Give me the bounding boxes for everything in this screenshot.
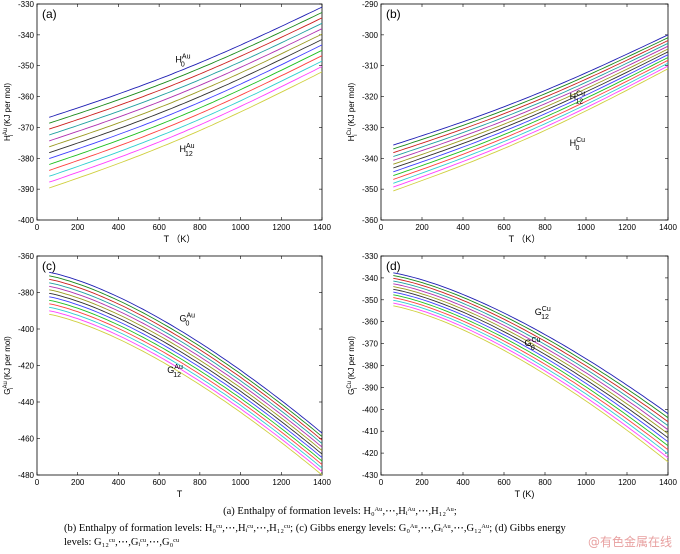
x-tick-label: 800	[538, 478, 552, 487]
x-axis-label: T （K）	[164, 234, 196, 244]
y-tick-label: -370	[18, 123, 35, 132]
caption-line-3: levels: G₁₂ᶜᵘ,⋯,Gᵢᶜᵘ,⋯,G₀ᶜᵘ	[64, 537, 179, 548]
y-tick-label: -310	[362, 62, 379, 71]
y-tick-label: -340	[362, 154, 379, 163]
x-tick-label: 1000	[232, 478, 250, 487]
y-tick-label: -460	[18, 435, 35, 444]
y-axis-label: HCui(KJ per mol)	[347, 82, 359, 141]
panel-label: (a)	[42, 7, 57, 21]
watermark: @有色金属在线	[588, 533, 672, 550]
x-tick-label: 1400	[313, 223, 331, 232]
y-axis-label: HAui(KJ per mol)	[3, 83, 15, 141]
x-tick-label: 600	[497, 223, 511, 232]
x-axis-label: T (K)	[515, 489, 535, 499]
x-tick-label: 0	[35, 223, 40, 232]
x-tick-label: 1400	[659, 478, 677, 487]
panel-label: (d)	[386, 259, 401, 273]
x-tick-label: 1200	[618, 478, 636, 487]
y-tick-label: -330	[18, 0, 35, 9]
y-tick-label: -290	[362, 0, 379, 9]
y-tick-label: -440	[18, 398, 35, 407]
x-tick-label: 400	[456, 223, 470, 232]
x-tick-label: 1000	[577, 478, 595, 487]
panel-b: 0 200 400 600 800 1000 1200 1400 -360 -350 -340 -33…	[347, 0, 677, 244]
y-tick-label: -340	[362, 274, 379, 283]
y-tick-label: -350	[362, 296, 379, 305]
y-tick-label: -400	[18, 216, 35, 225]
x-axis-label: T （K）	[509, 234, 541, 244]
y-tick-label: -350	[362, 185, 379, 194]
x-tick-label: 600	[152, 223, 166, 232]
caption-line-1: (a) Enthalpy of formation levels: H₀ᴬᵘ,⋯…	[223, 506, 457, 517]
y-tick-label: -390	[362, 383, 379, 392]
x-axis-label: T	[177, 489, 183, 499]
y-tick-label: -330	[362, 123, 379, 132]
x-tick-label: 1000	[577, 223, 595, 232]
x-tick-label: 1200	[272, 478, 290, 487]
panel-c: 0 200 400 600 800 1000 1200 1400 -480 -460 -440 -42…	[3, 252, 331, 499]
y-tick-label: -320	[362, 93, 379, 102]
y-tick-label: -360	[362, 318, 379, 327]
y-tick-label: -360	[18, 93, 35, 102]
panel-d: 0 200 400 600 800 1000 1200 1400 -430 -420 -410 -40…	[347, 252, 677, 499]
y-tick-label: -420	[362, 449, 379, 458]
caption-line-2: (b) Enthalpy of formation levels: H₀ᶜᵘ,⋯…	[64, 523, 566, 534]
x-tick-label: 200	[415, 478, 429, 487]
x-tick-label: 800	[538, 223, 552, 232]
y-tick-label: -400	[18, 325, 35, 334]
x-tick-label: 1400	[659, 223, 677, 232]
y-tick-label: -350	[18, 62, 35, 71]
y-tick-label: -380	[18, 154, 35, 163]
y-tick-label: -360	[362, 216, 379, 225]
y-axis-label: GAui(KJ per mol)	[3, 336, 15, 395]
x-tick-label: 200	[71, 223, 85, 232]
panel-label: (c)	[42, 259, 56, 273]
y-tick-label: -380	[362, 362, 379, 371]
y-tick-label: -370	[362, 340, 379, 349]
panel-a: 0 200 400 600 800 1000 1200 1400 -400 -390 -380 -37…	[3, 0, 331, 244]
x-tick-label: 800	[193, 223, 207, 232]
y-tick-label: -340	[18, 31, 35, 40]
x-tick-label: 400	[456, 478, 470, 487]
y-tick-label: -420	[18, 362, 35, 371]
y-tick-label: -330	[362, 252, 379, 261]
y-tick-label: -300	[362, 31, 379, 40]
y-axis-label: GCui(KJ per mol)	[347, 336, 359, 395]
x-tick-label: 1000	[232, 223, 250, 232]
x-tick-label: 400	[112, 478, 126, 487]
x-tick-label: 1200	[618, 223, 636, 232]
x-tick-label: 200	[71, 478, 85, 487]
y-tick-label: -410	[362, 427, 379, 436]
panel-label: (b)	[386, 7, 401, 21]
x-tick-label: 600	[497, 478, 511, 487]
x-tick-label: 1400	[313, 478, 331, 487]
x-tick-label: 0	[379, 223, 384, 232]
y-tick-label: -400	[362, 405, 379, 414]
y-tick-label: -480	[18, 471, 35, 480]
y-tick-label: -430	[362, 471, 379, 480]
figure-caption: (a) Enthalpy of formation levels: H₀ᴬᵘ,⋯…	[0, 505, 680, 550]
x-tick-label: 0	[379, 478, 384, 487]
y-tick-label: -360	[18, 252, 35, 261]
x-tick-label: 600	[152, 478, 166, 487]
x-tick-label: 400	[112, 223, 126, 232]
x-tick-label: 200	[415, 223, 429, 232]
x-tick-label: 0	[35, 478, 40, 487]
x-tick-label: 1200	[272, 223, 290, 232]
plot-frame	[37, 4, 322, 220]
y-tick-label: -380	[18, 289, 35, 298]
y-tick-label: -390	[18, 185, 35, 194]
figure-panels: 0 200 400 600 800 1000 1200 1400 -400 -390 -380 -37…	[0, 0, 680, 500]
x-tick-label: 800	[193, 478, 207, 487]
